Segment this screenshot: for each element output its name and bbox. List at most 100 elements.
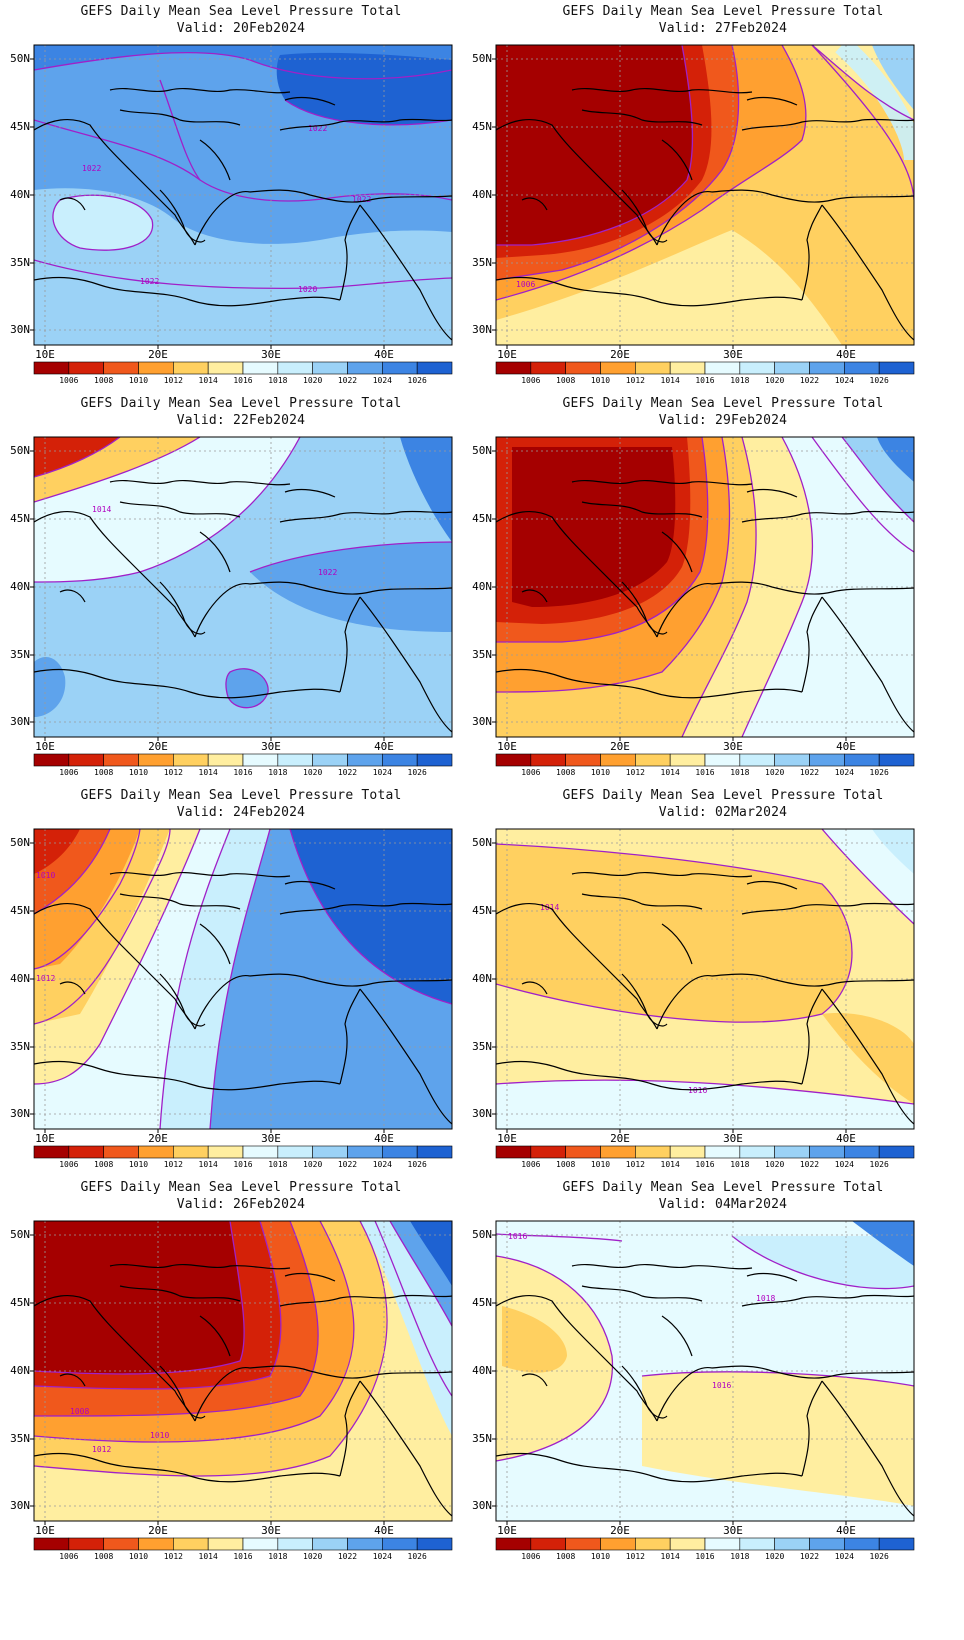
colorbar-label: 1012 (625, 1552, 645, 1561)
coastline (821, 204, 914, 341)
colorbar-label: 1012 (625, 768, 645, 777)
coastline (119, 1285, 241, 1302)
coastline (746, 880, 798, 890)
colorbar-swatch (207, 361, 244, 375)
colorbar-swatch (565, 753, 601, 767)
colorbar-label: 1016 (695, 1160, 715, 1169)
colorbar-label: 1026 (407, 376, 427, 385)
colorbar-label: 1018 (730, 768, 750, 777)
colorbar-swatch (242, 1145, 279, 1159)
lat-label: 35N (10, 256, 30, 269)
lat-label: 40N (472, 1364, 492, 1377)
colorbar-swatch (530, 753, 566, 767)
coastline (339, 204, 361, 301)
map-svg: 1006 (492, 44, 915, 375)
colorbar-swatch (565, 1145, 601, 1159)
coastline (661, 923, 693, 965)
lon-label: 30E (723, 740, 743, 753)
colorbar-swatch (312, 753, 348, 767)
grid-lines (34, 437, 452, 737)
colorbar-label: 1022 (337, 1552, 358, 1561)
colorbar-label: 1012 (163, 768, 183, 777)
coastline (279, 510, 452, 523)
lat-label: 50N (472, 1228, 492, 1241)
colorbar-swatch (669, 1145, 706, 1159)
colorbar-label: 1022 (337, 1160, 358, 1169)
lon-label: 10E (497, 1524, 517, 1537)
colorbar-label: 1022 (337, 768, 358, 777)
coastlines (496, 479, 914, 733)
colorbar-label: 1014 (198, 376, 218, 385)
coastline (159, 581, 206, 635)
lon-label: 10E (497, 740, 517, 753)
lon-label: 40E (836, 1132, 856, 1145)
colorbar-label: 1010 (128, 1552, 149, 1561)
coastline (496, 1060, 803, 1091)
colorbar-label: 1014 (660, 1552, 680, 1561)
lat-label: 50N (10, 1228, 30, 1241)
colorbar-label: 1018 (730, 376, 750, 385)
colorbar-label: 1006 (59, 768, 79, 777)
coastline (741, 118, 914, 131)
colorbar-swatch (68, 753, 104, 767)
colorbar-swatch (530, 361, 566, 375)
coastline (521, 197, 548, 211)
colorbar-label: 1008 (94, 768, 114, 777)
colorbar-swatch (635, 1145, 671, 1159)
colorbar-swatch (33, 361, 70, 375)
colorbar-swatch (600, 753, 636, 767)
colorbar-label: 1010 (128, 376, 149, 385)
colorbar-swatch (382, 753, 418, 767)
colorbar-label: 1010 (590, 1552, 611, 1561)
colorbar-label: 1016 (695, 1552, 715, 1561)
colorbar-label: 1008 (94, 1160, 114, 1169)
coastline (34, 1060, 341, 1091)
coastline (59, 589, 86, 603)
colorbar-label: 1012 (625, 376, 645, 385)
lon-label: 30E (261, 740, 281, 753)
coastline (571, 1263, 753, 1270)
lat-label: 35N (10, 1040, 30, 1053)
coastline (159, 1365, 206, 1419)
colorbar-swatch (416, 1537, 453, 1551)
colorbar-label: 1012 (625, 1160, 645, 1169)
lat-label: 30N (472, 715, 492, 728)
coastline (249, 581, 452, 595)
colorbar-swatch (809, 1537, 845, 1551)
colorbar-swatch (739, 753, 775, 767)
coastline (521, 981, 548, 995)
coastline (359, 204, 452, 341)
coastline (801, 204, 823, 301)
colorbar-label: 1014 (198, 1160, 218, 1169)
contour-label: 1022 (140, 277, 159, 286)
lon-label: 30E (723, 348, 743, 361)
coastline (821, 596, 914, 733)
colorbar-swatch (138, 1145, 174, 1159)
panel-valid-date: Valid: 22Feb2024 (176, 413, 306, 428)
colorbar-swatch (495, 1145, 532, 1159)
colorbar-swatch (774, 1537, 810, 1551)
lon-label: 40E (836, 348, 856, 361)
colorbar-swatch (68, 1537, 104, 1551)
colorbar-swatch (635, 1537, 671, 1551)
colorbar-swatch (242, 361, 279, 375)
lat-label: 50N (10, 836, 30, 849)
panel-title: GEFS Daily Mean Sea Level Pressure Total (80, 4, 402, 19)
coastline (656, 1366, 713, 1422)
colorbar-label: 1020 (303, 768, 323, 777)
coastline (359, 596, 452, 733)
colorbar-swatch (173, 753, 209, 767)
panel-title: GEFS Daily Mean Sea Level Pressure Total (80, 1180, 402, 1195)
lon-label: 10E (497, 1132, 517, 1145)
contour-label: 1022 (82, 164, 101, 173)
colorbar-label: 1010 (128, 768, 149, 777)
colorbar-swatch (33, 1537, 70, 1551)
coastline (194, 582, 251, 638)
coastline (571, 87, 753, 94)
colorbar-label: 1024 (372, 1160, 392, 1169)
coastline (571, 479, 753, 486)
colorbar-swatch (33, 753, 70, 767)
colorbar-label: 1024 (372, 376, 392, 385)
colorbar-swatch (277, 1537, 313, 1551)
colorbar-label: 1006 (59, 1552, 79, 1561)
